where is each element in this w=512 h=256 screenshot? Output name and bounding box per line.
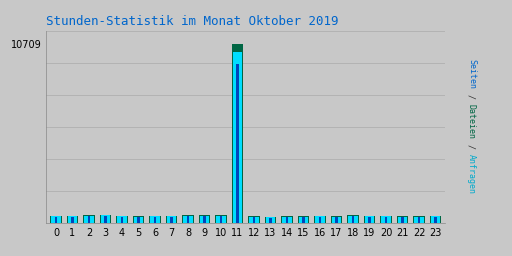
- Bar: [335, 217, 338, 223]
- Text: /: /: [467, 89, 476, 104]
- Bar: [101, 215, 110, 223]
- Bar: [116, 216, 128, 223]
- Bar: [133, 216, 144, 223]
- Bar: [134, 217, 143, 223]
- Bar: [100, 215, 111, 223]
- Bar: [265, 217, 276, 223]
- Bar: [170, 217, 173, 223]
- Bar: [232, 44, 243, 223]
- Bar: [253, 217, 255, 223]
- Text: Anfragen: Anfragen: [467, 154, 476, 194]
- Text: Seiten: Seiten: [467, 59, 476, 89]
- Bar: [199, 215, 210, 223]
- Bar: [248, 216, 260, 223]
- Bar: [137, 217, 140, 223]
- Bar: [298, 216, 309, 223]
- Bar: [104, 216, 106, 223]
- Bar: [187, 216, 189, 223]
- Bar: [434, 217, 437, 223]
- Bar: [385, 217, 387, 223]
- Bar: [283, 217, 291, 223]
- Bar: [286, 217, 288, 223]
- Bar: [415, 217, 423, 223]
- Bar: [215, 215, 227, 223]
- Bar: [397, 216, 408, 223]
- Bar: [236, 64, 239, 223]
- Bar: [166, 216, 177, 223]
- Bar: [71, 217, 74, 223]
- Bar: [121, 217, 123, 223]
- Bar: [302, 217, 305, 223]
- Bar: [365, 216, 374, 223]
- Bar: [83, 215, 95, 223]
- Text: Dateien: Dateien: [467, 104, 476, 139]
- Bar: [269, 218, 272, 223]
- Bar: [299, 217, 308, 223]
- Bar: [380, 216, 392, 223]
- Bar: [431, 216, 440, 223]
- Bar: [352, 216, 354, 223]
- Bar: [418, 217, 420, 223]
- Bar: [281, 216, 293, 223]
- Bar: [68, 216, 77, 223]
- Bar: [183, 216, 193, 223]
- Bar: [220, 216, 222, 223]
- Bar: [233, 52, 242, 223]
- Bar: [182, 215, 194, 223]
- Bar: [51, 216, 60, 223]
- Bar: [413, 216, 425, 223]
- Bar: [203, 216, 206, 223]
- Bar: [217, 216, 226, 223]
- Bar: [349, 216, 357, 223]
- Text: /: /: [467, 139, 476, 154]
- Bar: [55, 217, 57, 223]
- Bar: [331, 216, 343, 223]
- Bar: [368, 217, 371, 223]
- Bar: [430, 216, 441, 223]
- Bar: [154, 217, 156, 223]
- Bar: [88, 216, 90, 223]
- Bar: [315, 216, 325, 223]
- Bar: [50, 216, 62, 223]
- Bar: [381, 216, 391, 223]
- Bar: [332, 217, 341, 223]
- Bar: [117, 216, 126, 223]
- Bar: [249, 217, 259, 223]
- Bar: [364, 216, 375, 223]
- Bar: [84, 216, 94, 223]
- Bar: [149, 216, 161, 223]
- Bar: [67, 216, 78, 223]
- Bar: [151, 217, 160, 223]
- Bar: [167, 216, 176, 223]
- Bar: [401, 217, 404, 223]
- Bar: [347, 215, 359, 223]
- Bar: [200, 216, 209, 223]
- Bar: [398, 217, 407, 223]
- Text: Stunden-Statistik im Monat Oktober 2019: Stunden-Statistik im Monat Oktober 2019: [46, 15, 338, 28]
- Bar: [319, 217, 321, 223]
- Bar: [266, 217, 275, 223]
- Bar: [314, 216, 326, 223]
